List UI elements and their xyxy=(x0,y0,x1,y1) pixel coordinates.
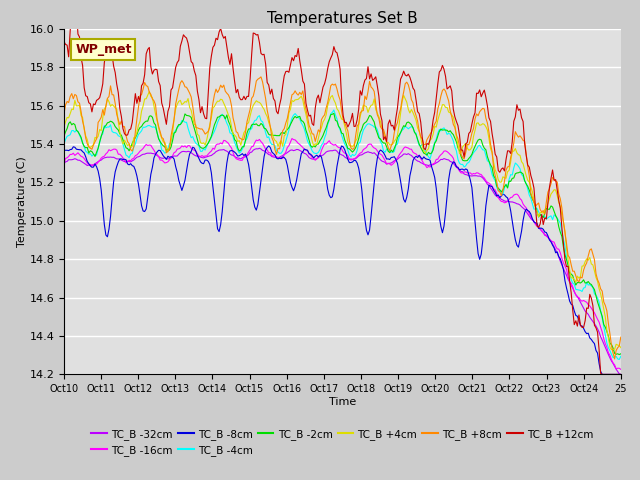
TC_B +4cm xyxy=(588,261,595,267)
TC_B -4cm xyxy=(129,151,136,156)
TC_B -4cm xyxy=(226,130,234,136)
TC_B -32cm xyxy=(244,152,252,157)
TC_B -4cm xyxy=(60,141,68,147)
TC_B -32cm xyxy=(226,151,234,157)
TC_B -4cm xyxy=(330,107,338,113)
TC_B -2cm xyxy=(60,133,68,139)
TC_B -8cm xyxy=(588,336,595,342)
Line: TC_B -2cm: TC_B -2cm xyxy=(64,113,621,355)
TC_B +12cm xyxy=(130,105,138,110)
TC_B -8cm xyxy=(617,372,625,377)
TC_B +12cm xyxy=(617,372,625,377)
TC_B -2cm xyxy=(617,351,625,357)
TC_B +8cm xyxy=(617,334,625,340)
Line: TC_B +4cm: TC_B +4cm xyxy=(64,92,621,349)
Y-axis label: Temperature (C): Temperature (C) xyxy=(17,156,27,247)
Line: TC_B -8cm: TC_B -8cm xyxy=(64,146,621,374)
TC_B -32cm xyxy=(588,316,595,322)
TC_B -4cm xyxy=(616,357,623,362)
TC_B +12cm xyxy=(305,113,313,119)
TC_B +8cm xyxy=(305,122,313,128)
TC_B -32cm xyxy=(254,146,262,152)
TC_B +8cm xyxy=(611,356,618,362)
TC_B -2cm xyxy=(226,122,234,128)
TC_B -2cm xyxy=(254,122,262,128)
TC_B -16cm xyxy=(617,366,625,372)
TC_B -16cm xyxy=(588,305,595,311)
TC_B -16cm xyxy=(254,138,262,144)
TC_B -4cm xyxy=(617,353,625,359)
TC_B -32cm xyxy=(255,145,263,151)
TC_B +4cm xyxy=(246,113,254,119)
TC_B +12cm xyxy=(60,38,68,44)
TC_B -8cm xyxy=(265,143,273,149)
TC_B +4cm xyxy=(228,124,236,130)
TC_B +4cm xyxy=(617,345,625,350)
TC_B -8cm xyxy=(254,202,262,207)
TC_B +12cm xyxy=(70,7,77,12)
TC_B -4cm xyxy=(254,114,262,120)
TC_B -2cm xyxy=(330,110,338,116)
Line: TC_B +8cm: TC_B +8cm xyxy=(64,77,621,359)
TC_B +8cm xyxy=(588,246,595,252)
TC_B -32cm xyxy=(305,155,313,160)
TC_B -2cm xyxy=(303,132,311,138)
TC_B -16cm xyxy=(305,151,313,157)
TC_B -16cm xyxy=(244,149,252,155)
TC_B -16cm xyxy=(60,161,68,167)
TC_B +4cm xyxy=(607,347,615,352)
TC_B -32cm xyxy=(617,372,625,377)
TC_B -32cm xyxy=(129,158,136,164)
Line: TC_B -16cm: TC_B -16cm xyxy=(64,139,621,369)
TC_B +8cm xyxy=(254,76,262,82)
TC_B -8cm xyxy=(305,151,313,156)
TC_B -8cm xyxy=(60,147,68,153)
TC_B +12cm xyxy=(228,51,236,57)
Line: TC_B -4cm: TC_B -4cm xyxy=(64,110,621,360)
TC_B +4cm xyxy=(305,128,313,133)
TC_B -8cm xyxy=(244,161,252,167)
TC_B -4cm xyxy=(244,131,252,137)
TC_B -8cm xyxy=(129,163,136,168)
TC_B +8cm xyxy=(60,111,68,117)
Line: TC_B +12cm: TC_B +12cm xyxy=(64,10,621,374)
TC_B +4cm xyxy=(145,89,153,95)
Title: Temperatures Set B: Temperatures Set B xyxy=(267,11,418,26)
TC_B +4cm xyxy=(60,124,68,130)
TC_B +12cm xyxy=(246,76,254,82)
TC_B +8cm xyxy=(257,74,265,80)
Legend: TC_B -32cm, TC_B -16cm, TC_B -8cm, TC_B -4cm, TC_B -2cm, TC_B +4cm, TC_B +8cm, T: TC_B -32cm, TC_B -16cm, TC_B -8cm, TC_B … xyxy=(87,424,598,460)
TC_B +8cm xyxy=(244,113,252,119)
Text: WP_met: WP_met xyxy=(75,43,132,56)
TC_B -4cm xyxy=(588,283,595,289)
TC_B -16cm xyxy=(226,143,234,149)
TC_B +12cm xyxy=(588,295,595,301)
TC_B -16cm xyxy=(288,136,296,142)
TC_B -8cm xyxy=(598,372,606,377)
TC_B +12cm xyxy=(255,39,263,45)
TC_B +8cm xyxy=(129,148,136,154)
TC_B -2cm xyxy=(616,352,623,358)
TC_B -8cm xyxy=(226,148,234,154)
X-axis label: Time: Time xyxy=(329,397,356,407)
TC_B -2cm xyxy=(244,126,252,132)
TC_B +4cm xyxy=(129,144,136,149)
TC_B -2cm xyxy=(129,141,136,146)
TC_B -32cm xyxy=(60,161,68,167)
TC_B -16cm xyxy=(129,156,136,162)
TC_B +12cm xyxy=(598,372,606,377)
TC_B -2cm xyxy=(588,282,595,288)
TC_B +4cm xyxy=(255,99,263,105)
Line: TC_B -32cm: TC_B -32cm xyxy=(64,148,621,374)
TC_B -4cm xyxy=(303,138,311,144)
TC_B +8cm xyxy=(226,96,234,101)
